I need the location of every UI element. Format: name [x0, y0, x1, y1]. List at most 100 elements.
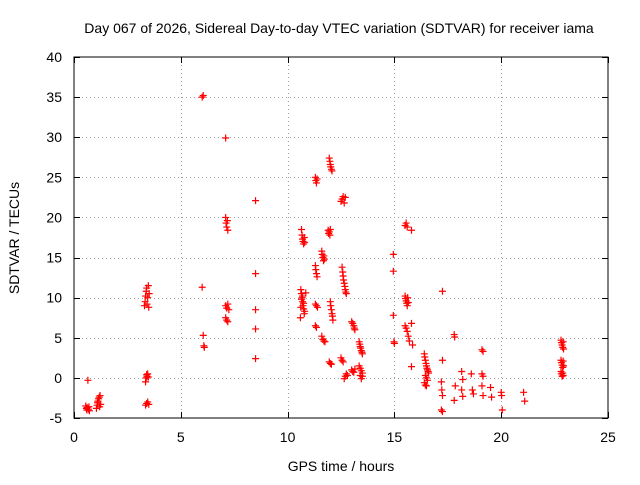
- data-point: [350, 368, 358, 376]
- data-point: [438, 408, 446, 416]
- data-point: [451, 382, 459, 390]
- tick-layer: 0 5 10 15 20 25 -5 0 5 10 15 20 25 30 35 40: [46, 49, 616, 445]
- data-point: [407, 226, 415, 234]
- chart-title: Day 067 of 2026, Sidereal Day-to-day VTE…: [84, 20, 594, 36]
- data-point: [327, 360, 335, 368]
- data-point: [297, 303, 305, 311]
- x-tick-label: 10: [280, 429, 296, 445]
- data-point: [340, 276, 348, 284]
- data-point: [145, 400, 153, 408]
- data-point: [488, 393, 496, 401]
- data-point: [560, 362, 568, 370]
- data-point: [199, 331, 207, 339]
- y-tick-label: 40: [46, 49, 62, 65]
- data-point: [84, 376, 92, 384]
- data-point: [225, 306, 233, 314]
- data-point: [314, 303, 322, 311]
- data-point: [404, 332, 412, 340]
- data-point: [312, 302, 320, 310]
- x-tick-label: 25: [600, 429, 616, 445]
- data-point: [338, 356, 346, 364]
- data-points: [82, 92, 568, 416]
- data-point: [200, 343, 208, 351]
- data-point: [92, 404, 100, 412]
- y-tick-label: 5: [54, 330, 62, 346]
- data-point: [438, 356, 446, 364]
- data-point: [421, 381, 429, 389]
- data-point: [342, 370, 350, 378]
- data-point: [144, 373, 152, 381]
- data-point: [311, 322, 319, 330]
- x-axis-label: GPS time / hours: [288, 458, 395, 474]
- y-tick-label: 20: [46, 209, 62, 225]
- data-point: [438, 386, 446, 394]
- data-point: [318, 250, 326, 258]
- data-point: [85, 407, 93, 415]
- data-point: [479, 347, 487, 355]
- x-tick-label: 20: [493, 429, 509, 445]
- data-point: [252, 197, 260, 205]
- data-point: [479, 372, 487, 380]
- data-point: [407, 363, 415, 371]
- data-point: [327, 302, 335, 310]
- data-point: [325, 229, 333, 237]
- data-point: [223, 223, 231, 231]
- data-point: [478, 382, 486, 390]
- data-point: [421, 356, 429, 364]
- data-point: [321, 338, 329, 346]
- data-point: [459, 392, 467, 400]
- data-point: [326, 359, 334, 367]
- data-point: [96, 392, 104, 400]
- data-point: [404, 294, 412, 302]
- data-point: [559, 338, 567, 346]
- data-point: [252, 270, 260, 278]
- data-point: [327, 165, 335, 173]
- data-point: [351, 365, 359, 373]
- data-point: [145, 303, 153, 311]
- x-tick-label: 15: [387, 429, 403, 445]
- data-point: [301, 307, 309, 315]
- data-point: [438, 287, 446, 295]
- data-point: [320, 337, 328, 345]
- data-point: [450, 396, 458, 404]
- data-point: [145, 290, 153, 298]
- data-point: [300, 299, 308, 307]
- data-point: [403, 327, 411, 335]
- y-tick-label: 25: [46, 169, 62, 185]
- data-point: [97, 400, 105, 408]
- x-tick-label: 0: [70, 429, 78, 445]
- data-point: [198, 283, 206, 291]
- data-point: [95, 393, 103, 401]
- data-point: [498, 406, 506, 414]
- data-point: [389, 311, 397, 319]
- data-point: [300, 240, 308, 248]
- data-point: [318, 332, 326, 340]
- data-point: [424, 366, 432, 374]
- data-point: [319, 254, 327, 262]
- data-point: [521, 397, 529, 405]
- x-tick-label: 5: [177, 429, 185, 445]
- data-point: [520, 388, 528, 396]
- data-point: [326, 225, 334, 233]
- data-point: [297, 295, 305, 303]
- data-point: [224, 226, 232, 234]
- data-point: [458, 367, 466, 375]
- data-point: [320, 255, 328, 263]
- data-point: [312, 266, 320, 274]
- data-point: [487, 384, 495, 392]
- data-point: [409, 341, 417, 349]
- data-point: [458, 386, 466, 394]
- data-point: [351, 326, 359, 334]
- data-point: [459, 375, 467, 383]
- data-point: [348, 318, 356, 326]
- data-point: [559, 371, 567, 379]
- data-point: [301, 238, 309, 246]
- data-point: [144, 370, 152, 378]
- y-tick-label: 30: [46, 129, 62, 145]
- data-point: [302, 289, 310, 297]
- data-point: [143, 300, 151, 308]
- data-point: [327, 306, 335, 314]
- data-point: [95, 395, 103, 403]
- y-tick-label: 0: [54, 370, 62, 386]
